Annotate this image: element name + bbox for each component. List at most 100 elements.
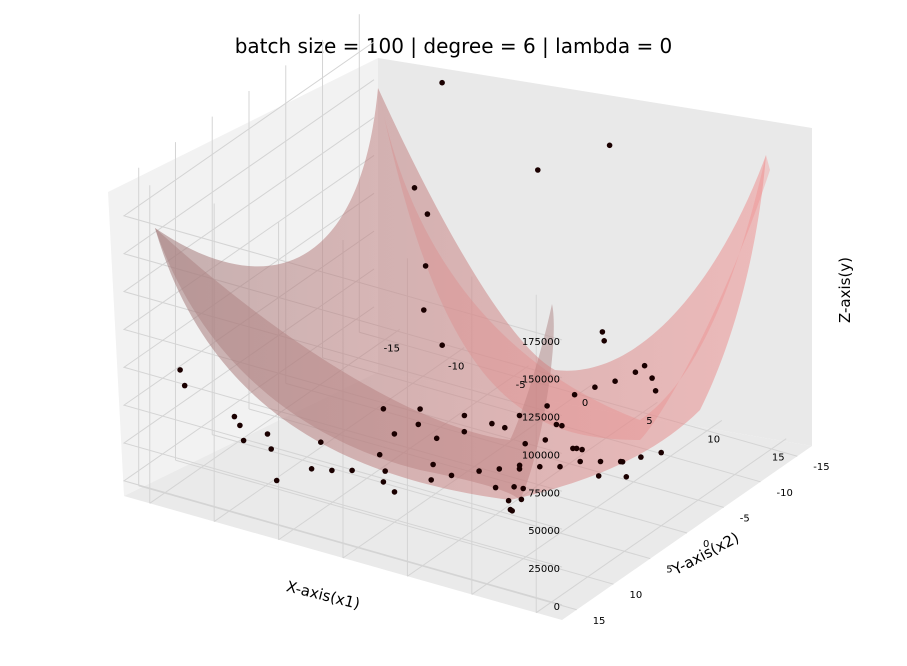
data-point [542,437,549,443]
y-tick-label: -10 [777,488,793,499]
y-tick-label: -5 [740,513,750,524]
data-point [308,466,315,472]
data-point [518,496,525,503]
data-point [649,375,655,381]
x-tick-label: 15 [772,453,785,464]
data-point [240,437,247,444]
data-point [638,454,644,460]
z-tick-label: 125000 [522,413,560,424]
data-point [571,391,578,398]
data-point [496,466,503,472]
data-point [391,431,398,437]
data-point [329,467,335,474]
x-tick-label: 0 [582,398,588,409]
data-point [606,142,613,149]
data-point [264,431,271,437]
data-point [658,449,664,456]
y-tick-label: 10 [630,590,643,601]
x-tick-label: -15 [384,343,400,354]
data-point [516,412,523,419]
data-point [601,338,607,344]
data-point [507,506,514,513]
data-point [380,479,387,485]
x-tick-label: 5 [646,416,652,427]
data-point [599,329,606,335]
y-tick-label: 0 [703,539,709,550]
grid-line [175,459,614,585]
z-tick-label: 100000 [522,450,560,461]
data-point [652,388,659,394]
y-tick-label: 5 [666,565,672,576]
data-point [415,421,422,428]
data-point [411,185,418,191]
data-point [570,445,576,452]
data-point [505,497,512,504]
y-tick-label: -15 [813,462,829,473]
y-tick-label: 15 [593,616,606,627]
data-point [424,211,431,217]
data-point [417,406,423,412]
x-axis-label: X-axis(x1) [285,577,362,613]
data-point [181,382,188,389]
data-point [553,421,560,428]
data-point [557,463,563,470]
grid-line [212,434,651,560]
x-tick-label: 10 [707,435,720,446]
data-point [511,484,517,490]
data-point [428,477,435,483]
data-point [439,79,445,86]
data-point [489,420,495,427]
data-point [520,485,526,492]
z-tick-label: 0 [554,602,560,613]
data-point [430,461,436,468]
data-point [592,384,598,391]
data-point [619,459,626,465]
x-tick-label: -5 [516,380,526,391]
data-point [439,342,446,349]
data-point [516,462,523,469]
z-tick-label: 150000 [522,375,560,386]
data-point [476,468,482,474]
z-tick-label: 25000 [528,564,560,575]
data-point [577,458,583,465]
chart-title: batch size = 100 | degree = 6 | lambda =… [234,34,673,58]
z-axis-ticks: 0 25000 50000 75000 100000 125000 150000 175000 [522,337,560,613]
data-point [492,484,499,491]
data-point [461,428,468,435]
data-point [433,435,440,442]
x-tick-label: -10 [448,362,464,373]
data-point [376,451,383,458]
data-point [595,473,602,479]
data-points [177,79,664,514]
data-point [597,458,604,465]
data-point [349,467,355,474]
data-point [231,413,238,420]
data-point [380,406,387,412]
data-point [641,362,648,369]
z-tick-label: 175000 [522,337,560,348]
data-point [623,474,630,480]
data-point [422,263,429,269]
data-point [579,446,585,453]
data-point [237,422,243,429]
data-point [522,440,528,447]
x-axis-ticks: -15 -10 -5 0 5 10 15 [384,343,785,463]
data-point [318,439,324,446]
data-point [632,369,639,376]
fitted-surface [155,88,766,500]
data-point [537,463,543,470]
data-point [268,446,275,452]
data-point [421,307,427,313]
data-point [544,403,550,409]
data-point [391,489,398,495]
z-axis-label: Z-axis(y) [836,257,854,323]
data-point [273,477,280,484]
z-tick-label: 75000 [528,488,560,499]
data-point [448,472,455,479]
data-point [502,424,508,431]
data-point [382,468,389,474]
z-tick-label: 50000 [528,526,560,537]
data-point [461,412,468,419]
data-point [177,367,183,373]
